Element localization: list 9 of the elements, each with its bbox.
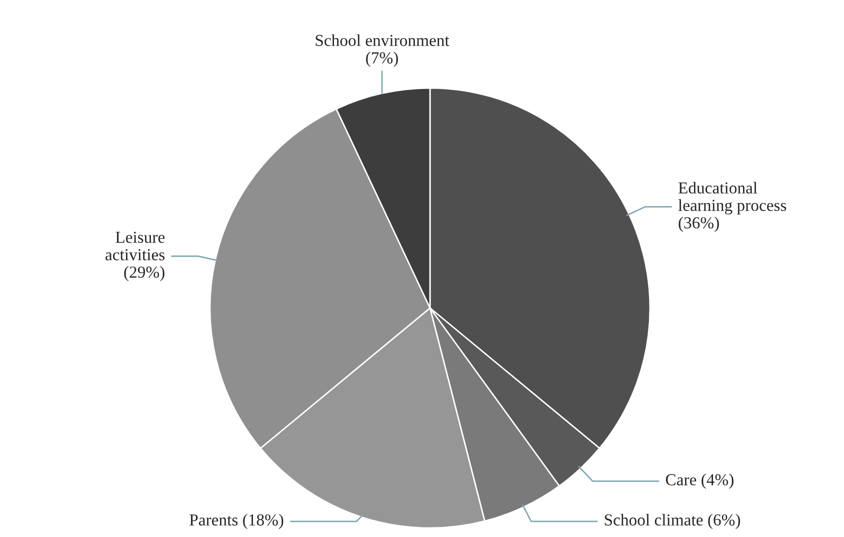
- data-label: (29%): [124, 266, 164, 282]
- slice-label: Care (4%): [666, 474, 734, 489]
- data-label: (36%): [678, 216, 719, 232]
- slice-label: Educational learning process: [678, 182, 786, 214]
- slice-label: School environment: [316, 34, 450, 46]
- slice-label: Leisure activities: [106, 232, 165, 260]
- slice-label: Parents (18%): [190, 514, 284, 529]
- data-label: (7%): [366, 52, 398, 67]
- slice-label: School climate (6%): [604, 514, 740, 529]
